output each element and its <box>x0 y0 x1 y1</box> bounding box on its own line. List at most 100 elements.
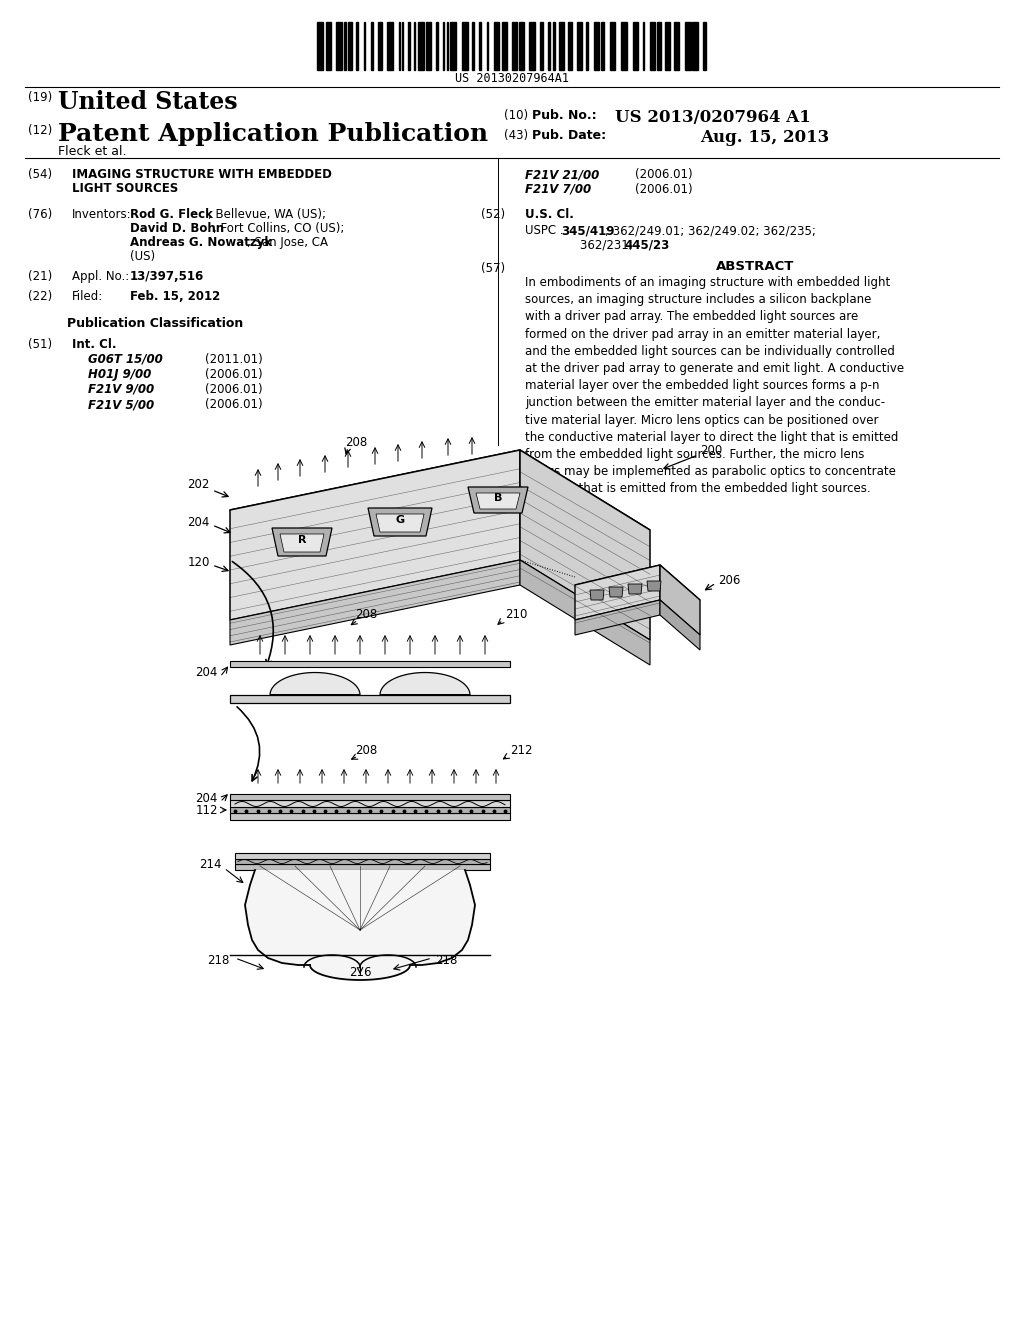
Text: 210: 210 <box>505 609 527 622</box>
Bar <box>479 22 480 70</box>
Polygon shape <box>230 813 510 820</box>
Text: 218: 218 <box>208 953 230 966</box>
Text: 206: 206 <box>718 573 740 586</box>
Text: 208: 208 <box>355 609 377 622</box>
Bar <box>512 22 516 70</box>
Text: 13/397,516: 13/397,516 <box>130 271 204 282</box>
Text: (22): (22) <box>28 290 52 304</box>
Text: 202: 202 <box>187 479 210 491</box>
Bar <box>414 22 415 70</box>
Bar <box>371 22 373 70</box>
Text: H01J 9/00: H01J 9/00 <box>88 368 152 381</box>
Bar <box>408 22 410 70</box>
Bar <box>494 22 499 70</box>
Text: US 2013/0207964 A1: US 2013/0207964 A1 <box>615 110 811 125</box>
Polygon shape <box>230 795 510 800</box>
Polygon shape <box>609 587 623 597</box>
Bar <box>398 22 400 70</box>
Bar <box>586 22 588 70</box>
Bar <box>450 22 456 70</box>
Bar <box>364 22 365 70</box>
Text: U.S. Cl.: U.S. Cl. <box>525 209 573 220</box>
Text: Pub. No.:: Pub. No.: <box>532 110 597 121</box>
Bar <box>344 22 345 70</box>
Text: Appl. No.:: Appl. No.: <box>72 271 129 282</box>
Bar <box>703 22 706 70</box>
Polygon shape <box>230 800 510 807</box>
Bar <box>336 22 341 70</box>
Text: ABSTRACT: ABSTRACT <box>716 260 795 273</box>
Polygon shape <box>230 450 650 590</box>
Text: 445/23: 445/23 <box>624 239 670 252</box>
Bar <box>568 22 572 70</box>
Text: 200: 200 <box>700 444 722 457</box>
Polygon shape <box>628 583 642 594</box>
Bar <box>548 22 550 70</box>
Polygon shape <box>520 560 650 665</box>
Bar <box>519 22 524 70</box>
Text: Inventors:: Inventors: <box>72 209 132 220</box>
Polygon shape <box>660 601 700 649</box>
Text: (2006.01): (2006.01) <box>635 168 692 181</box>
Text: 208: 208 <box>355 744 377 758</box>
Text: 120: 120 <box>187 556 210 569</box>
Text: 204: 204 <box>187 516 210 528</box>
Text: United States: United States <box>58 90 238 114</box>
Text: IMAGING STRUCTURE WITH EMBEDDED: IMAGING STRUCTURE WITH EMBEDDED <box>72 168 332 181</box>
Bar <box>529 22 535 70</box>
Text: (21): (21) <box>28 271 52 282</box>
Text: (2006.01): (2006.01) <box>205 368 262 381</box>
Text: Int. Cl.: Int. Cl. <box>72 338 117 351</box>
Bar <box>692 22 698 70</box>
Polygon shape <box>234 859 490 865</box>
Polygon shape <box>230 450 520 620</box>
Polygon shape <box>272 528 332 556</box>
Text: ; 362/249.01; 362/249.02; 362/235;: ; 362/249.01; 362/249.02; 362/235; <box>605 224 816 238</box>
Polygon shape <box>234 865 490 870</box>
Polygon shape <box>245 870 475 979</box>
Bar <box>684 22 690 70</box>
Polygon shape <box>230 560 520 645</box>
Text: David D. Bohn: David D. Bohn <box>130 222 224 235</box>
Text: 216: 216 <box>349 965 372 978</box>
Polygon shape <box>368 508 432 536</box>
Bar <box>502 22 507 70</box>
Text: (12): (12) <box>28 124 52 137</box>
Bar <box>594 22 598 70</box>
Bar <box>426 22 431 70</box>
Bar <box>650 22 655 70</box>
Text: 214: 214 <box>200 858 222 871</box>
Bar <box>609 22 614 70</box>
Text: Patent Application Publication: Patent Application Publication <box>58 121 488 147</box>
Bar <box>674 22 679 70</box>
Bar <box>486 22 488 70</box>
Text: 345/419: 345/419 <box>561 224 614 238</box>
Text: Publication Classification: Publication Classification <box>67 317 243 330</box>
Text: F21V 9/00: F21V 9/00 <box>88 383 155 396</box>
Polygon shape <box>575 565 700 620</box>
Polygon shape <box>230 807 510 813</box>
Text: 208: 208 <box>345 436 368 449</box>
Polygon shape <box>230 661 510 667</box>
Text: 212: 212 <box>510 744 532 758</box>
Text: (51): (51) <box>28 338 52 351</box>
Bar <box>621 22 627 70</box>
Polygon shape <box>660 565 700 635</box>
Bar <box>386 22 392 70</box>
Text: B: B <box>494 492 502 503</box>
Polygon shape <box>575 565 660 620</box>
Text: (76): (76) <box>28 209 52 220</box>
Text: (10): (10) <box>504 110 528 121</box>
Text: LIGHT SOURCES: LIGHT SOURCES <box>72 182 178 195</box>
Text: R: R <box>298 535 306 545</box>
Text: G06T 15/00: G06T 15/00 <box>88 352 163 366</box>
Bar <box>326 22 331 70</box>
Text: G: G <box>395 515 404 525</box>
Bar <box>642 22 644 70</box>
Text: (2006.01): (2006.01) <box>635 183 692 195</box>
Text: 112: 112 <box>196 804 218 817</box>
Polygon shape <box>270 672 360 696</box>
Text: USPC .: USPC . <box>525 224 567 238</box>
Text: (57): (57) <box>481 261 505 275</box>
Text: US 20130207964A1: US 20130207964A1 <box>455 73 569 84</box>
